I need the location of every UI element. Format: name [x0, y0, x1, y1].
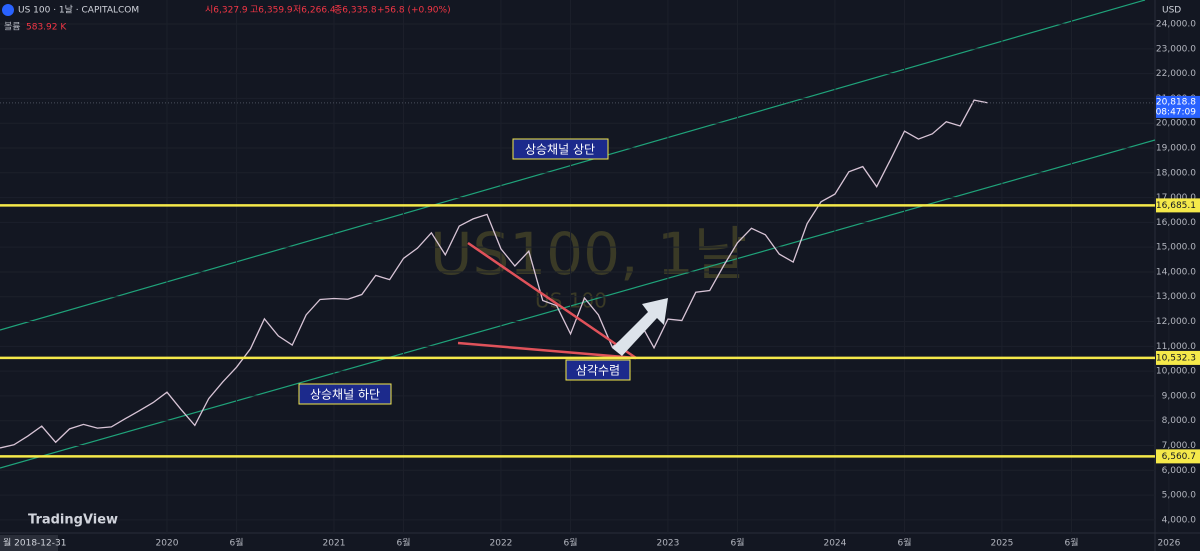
level-label: 10,532.3 — [1156, 353, 1196, 363]
ohlc-close: 종6,335.8 — [334, 5, 377, 16]
annotation-box — [565, 359, 631, 381]
last-price-time: 08:47:09 — [1156, 107, 1197, 117]
y-tick-label: 16,000.0 — [1156, 218, 1196, 228]
annotation: 삼각수렴 — [576, 364, 620, 378]
x-tick-label: 2026 — [1157, 539, 1180, 549]
last-price-badge — [1156, 95, 1200, 118]
x-tick-label: 2022 — [490, 539, 513, 549]
x-tick-label: 2021 — [323, 539, 346, 549]
y-tick-label: 24,000.0 — [1156, 20, 1196, 30]
symbol-icon — [2, 4, 14, 16]
volume-label: 볼륨 — [4, 22, 21, 33]
ohlc-low: 저6,266.4 — [293, 5, 336, 16]
y-tick-label: 20,000.0 — [1156, 119, 1196, 129]
y-tick-label: 6,000.0 — [1162, 466, 1197, 476]
y-tick-label: 8,000.0 — [1162, 416, 1197, 426]
y-tick-label: 4,000.0 — [1162, 515, 1197, 525]
annotation-box — [298, 383, 392, 405]
watermark: US100, 1날 — [430, 220, 747, 288]
level-label: 6,560.7 — [1162, 452, 1196, 462]
level-label: 16,685.1 — [1156, 201, 1196, 211]
x-tick-label: 6월 — [564, 537, 578, 549]
currency[interactable]: USD — [1162, 6, 1181, 16]
ohlc-high: 고6,359.9 — [250, 6, 293, 16]
triangle-upper — [467, 241, 637, 360]
x-tick-label: 6월 — [731, 537, 745, 549]
y-tick-label: 9,000.0 — [1162, 391, 1197, 401]
start-date: 월 2018-12-31 — [3, 537, 66, 549]
level-badge — [1156, 449, 1200, 464]
level-badge — [1156, 198, 1200, 213]
x-tick-label: 6월 — [397, 537, 411, 549]
y-tick-label: 23,000.0 — [1156, 44, 1196, 54]
y-tick-label: 5,000.0 — [1162, 491, 1197, 501]
y-tick-label: 10,000.0 — [1156, 367, 1196, 377]
symbol[interactable]: US 100 · 1날 · CAPITALCOM — [18, 5, 139, 16]
channel-upper — [0, 0, 1146, 331]
annotation-box — [512, 138, 609, 160]
x-tick-label: 6월 — [230, 537, 244, 549]
x-tick-label: 2024 — [823, 539, 846, 549]
y-tick-label: 11,000.0 — [1156, 342, 1196, 352]
arrow — [612, 298, 668, 356]
x-tick-label: 6월 — [898, 537, 912, 549]
y-tick-label: 7,000.0 — [1162, 441, 1197, 451]
plot — [0, 99, 989, 449]
ohlc-open: 시6,327.9 — [205, 5, 248, 16]
y-tick-label: 17,000.0 — [1156, 193, 1196, 203]
channel-lower — [0, 139, 1156, 469]
y-tick-label: 22,000.0 — [1156, 69, 1196, 79]
x-tick-label: 2025 — [990, 539, 1013, 549]
triangle-lower — [457, 341, 637, 360]
y-tick-label: 12,000.0 — [1156, 317, 1196, 327]
y-tick-label: 14,000.0 — [1156, 267, 1196, 277]
y-tick-label: 18,000.0 — [1156, 168, 1196, 178]
x-tick-label: 2023 — [656, 539, 679, 549]
level-badge — [1156, 350, 1200, 365]
price-line — [0, 99, 989, 449]
last-price-label: 20,818.8 — [1156, 97, 1196, 107]
y-tick-label: 13,000.0 — [1156, 292, 1196, 302]
brand: TradingView — [28, 513, 118, 528]
y-tick-label: 15,000.0 — [1156, 243, 1196, 253]
date-badge — [0, 535, 58, 551]
ohlc-change: +56.8 (+0.90%) — [377, 6, 451, 16]
volume-value: 583.92 K — [26, 23, 67, 33]
annotation: 상승채널 하단 — [310, 388, 380, 402]
annotation: 상승채널 상단 — [525, 143, 595, 157]
x-tick-label: 2020 — [156, 539, 179, 549]
y-tick-label: 19,000.0 — [1156, 144, 1196, 154]
x-tick-label: 6월 — [1064, 537, 1078, 549]
